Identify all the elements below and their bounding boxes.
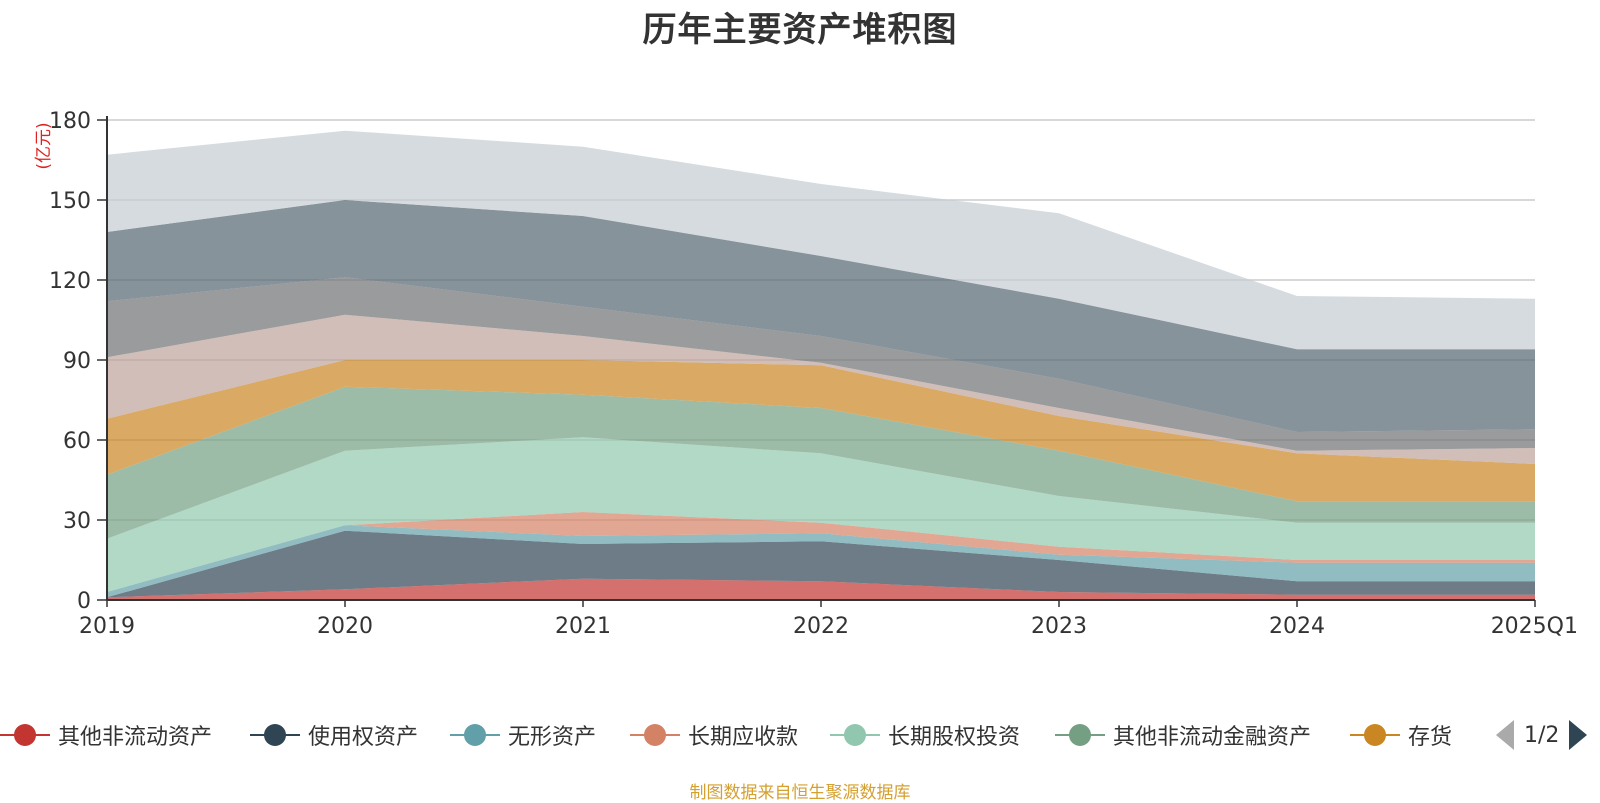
x-tick-label-3: 2022 xyxy=(793,614,849,639)
legend-marker-icon xyxy=(830,720,880,750)
x-tick-label-1: 2020 xyxy=(317,614,373,639)
legend: 其他非流动资产 使用权资产 无形资产 长期应收款 长期股权投资 其他非流动金融资产 存货 xyxy=(0,715,1600,755)
legend-label: 无形资产 xyxy=(508,725,597,750)
x-tick-label-5: 2024 xyxy=(1269,614,1325,639)
legend-marker-icon xyxy=(1350,720,1400,750)
y-tick-label-2: 60 xyxy=(63,429,91,454)
area-series-7 xyxy=(107,314,1535,464)
legend-marker-icon xyxy=(1055,720,1105,750)
y-tick-label-0: 0 xyxy=(77,589,91,614)
y-tick-label-6: 180 xyxy=(49,109,91,134)
y-tick-label-1: 30 xyxy=(63,509,91,534)
area-series-1 xyxy=(107,530,1535,598)
legend-marker-icon xyxy=(450,720,500,750)
legend-label: 其他非流动金融资产 xyxy=(1113,725,1312,750)
legend-item-2[interactable]: 无形资产 xyxy=(450,715,596,755)
legend-label: 长期股权投资 xyxy=(888,725,1021,750)
legend-marker-icon xyxy=(250,720,300,750)
x-tick-label-4: 2023 xyxy=(1031,614,1087,639)
legend-item-0[interactable]: 其他非流动资产 xyxy=(0,715,212,755)
area-series xyxy=(107,130,1535,600)
y-tick-label-5: 150 xyxy=(49,189,91,214)
legend-item-6[interactable]: 存货 xyxy=(1350,715,1452,755)
chart-title: 历年主要资产堆积图 xyxy=(642,10,958,50)
x-tick-label-6: 2025Q1 xyxy=(1491,614,1578,639)
area-series-4 xyxy=(107,437,1535,592)
legend-item-1[interactable]: 使用权资产 xyxy=(250,715,418,755)
area-series-9 xyxy=(107,200,1535,432)
legend-prev-page-icon[interactable] xyxy=(1496,720,1514,750)
area-series-2 xyxy=(107,525,1535,598)
area-series-10 xyxy=(107,130,1535,350)
tick-labels: 0 30 60 90 120 150 180 2019 2020 2021 2022 2023 2024… xyxy=(34,109,1578,639)
legend-item-4[interactable]: 长期股权投资 xyxy=(830,715,1020,755)
legend-marker-icon xyxy=(0,720,50,750)
legend-next-page-icon[interactable] xyxy=(1569,720,1588,750)
legend-item-3[interactable]: 长期应收款 xyxy=(630,715,798,755)
axes xyxy=(97,116,1536,607)
area-series-8 xyxy=(107,277,1535,451)
source-note: 制图数据来自恒生聚源数据库 xyxy=(689,783,911,803)
legend-label: 存货 xyxy=(1408,725,1453,750)
area-series-5 xyxy=(107,386,1535,539)
area-series-6 xyxy=(107,360,1535,502)
legend-pager: 1/2 xyxy=(1496,715,1588,755)
legend-label: 使用权资产 xyxy=(308,725,419,750)
y-tick-label-3: 90 xyxy=(63,349,91,374)
y-axis-unit-label: (亿元) xyxy=(34,122,54,169)
legend-item-5[interactable]: 其他非流动金融资产 xyxy=(1055,715,1311,755)
legend-page-indicator: 1/2 xyxy=(1524,722,1560,748)
legend-label: 其他非流动资产 xyxy=(58,725,213,750)
legend-marker-icon xyxy=(630,720,680,750)
area-series-0 xyxy=(107,578,1535,600)
area-series-3 xyxy=(107,512,1535,592)
y-tick-label-4: 120 xyxy=(49,269,91,294)
legend-label: 长期应收款 xyxy=(688,725,799,750)
x-tick-label-0: 2019 xyxy=(79,614,135,639)
x-tick-label-2: 2021 xyxy=(555,614,611,639)
